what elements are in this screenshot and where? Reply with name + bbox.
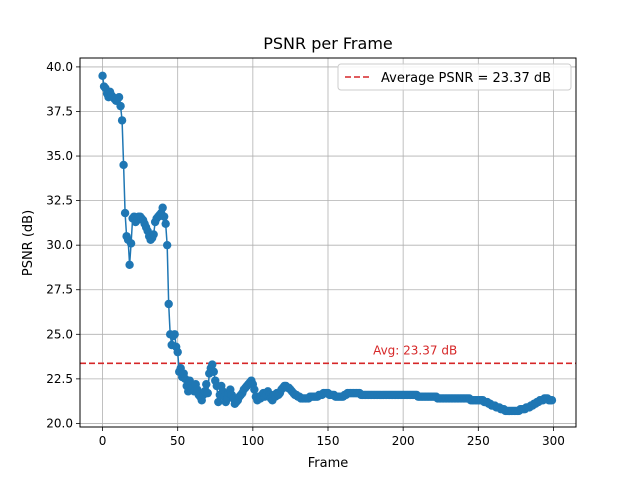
- y-tick-label: 22.5: [46, 372, 73, 386]
- y-tick-label: 35.0: [46, 149, 73, 163]
- data-point: [98, 71, 107, 81]
- data-point: [120, 208, 130, 218]
- x-axis-label: Frame: [308, 456, 349, 471]
- y-tick-label: 37.5: [46, 104, 73, 118]
- legend-average-label: Average PSNR = 23.37 dB: [381, 71, 551, 86]
- data-point: [202, 380, 211, 389]
- y-tick-label: 27.5: [46, 283, 73, 297]
- average-annotation: Avg: 23.37 dB: [373, 343, 457, 357]
- data-point: [161, 219, 170, 228]
- data-point: [126, 239, 136, 248]
- data-point: [209, 367, 218, 376]
- grid-lines: [80, 58, 576, 427]
- legend: Average PSNR = 23.37 dB: [337, 63, 572, 91]
- data-point: [250, 385, 259, 394]
- y-tick-label: 30.0: [46, 238, 73, 252]
- series-layer: [98, 71, 557, 416]
- y-tick-label: 32.5: [46, 194, 73, 208]
- data-point: [149, 230, 158, 239]
- data-point: [203, 388, 212, 398]
- x-tick-label: 50: [170, 434, 185, 448]
- data-point: [125, 260, 134, 269]
- x-tick-label: 250: [467, 434, 490, 448]
- data-point: [116, 101, 125, 111]
- x-tick-label: 100: [241, 434, 264, 448]
- data-point: [547, 396, 557, 405]
- y-axis-label: PSNR (dB): [21, 210, 36, 276]
- data-point: [158, 203, 167, 212]
- y-tick-label: 40.0: [46, 60, 73, 74]
- y-axis: 20.0 22.5 25.0 27.5 30.0 32.5 35.0 37.5 40.0: [46, 60, 80, 430]
- average-layer: Avg: 23.37 dB: [80, 343, 576, 365]
- x-tick-label: 0: [99, 434, 107, 448]
- x-tick-label: 150: [317, 434, 340, 448]
- data-point: [170, 330, 179, 339]
- data-point: [114, 93, 124, 102]
- y-tick-label: 20.0: [46, 416, 73, 430]
- data-point: [119, 160, 128, 170]
- data-point: [214, 397, 223, 407]
- x-tick-label: 200: [392, 434, 415, 448]
- x-tick-label: 300: [542, 434, 565, 448]
- x-axis: 0 50 100 150 200 250 300: [99, 427, 565, 448]
- data-point: [159, 212, 169, 221]
- data-point: [164, 299, 173, 309]
- y-tick-label: 25.0: [46, 327, 73, 341]
- data-point: [173, 347, 182, 357]
- data-point: [117, 116, 127, 125]
- data-point: [162, 240, 172, 250]
- data-point: [208, 360, 217, 369]
- chart-title: PSNR per Frame: [263, 34, 393, 53]
- legend-box: [337, 63, 572, 91]
